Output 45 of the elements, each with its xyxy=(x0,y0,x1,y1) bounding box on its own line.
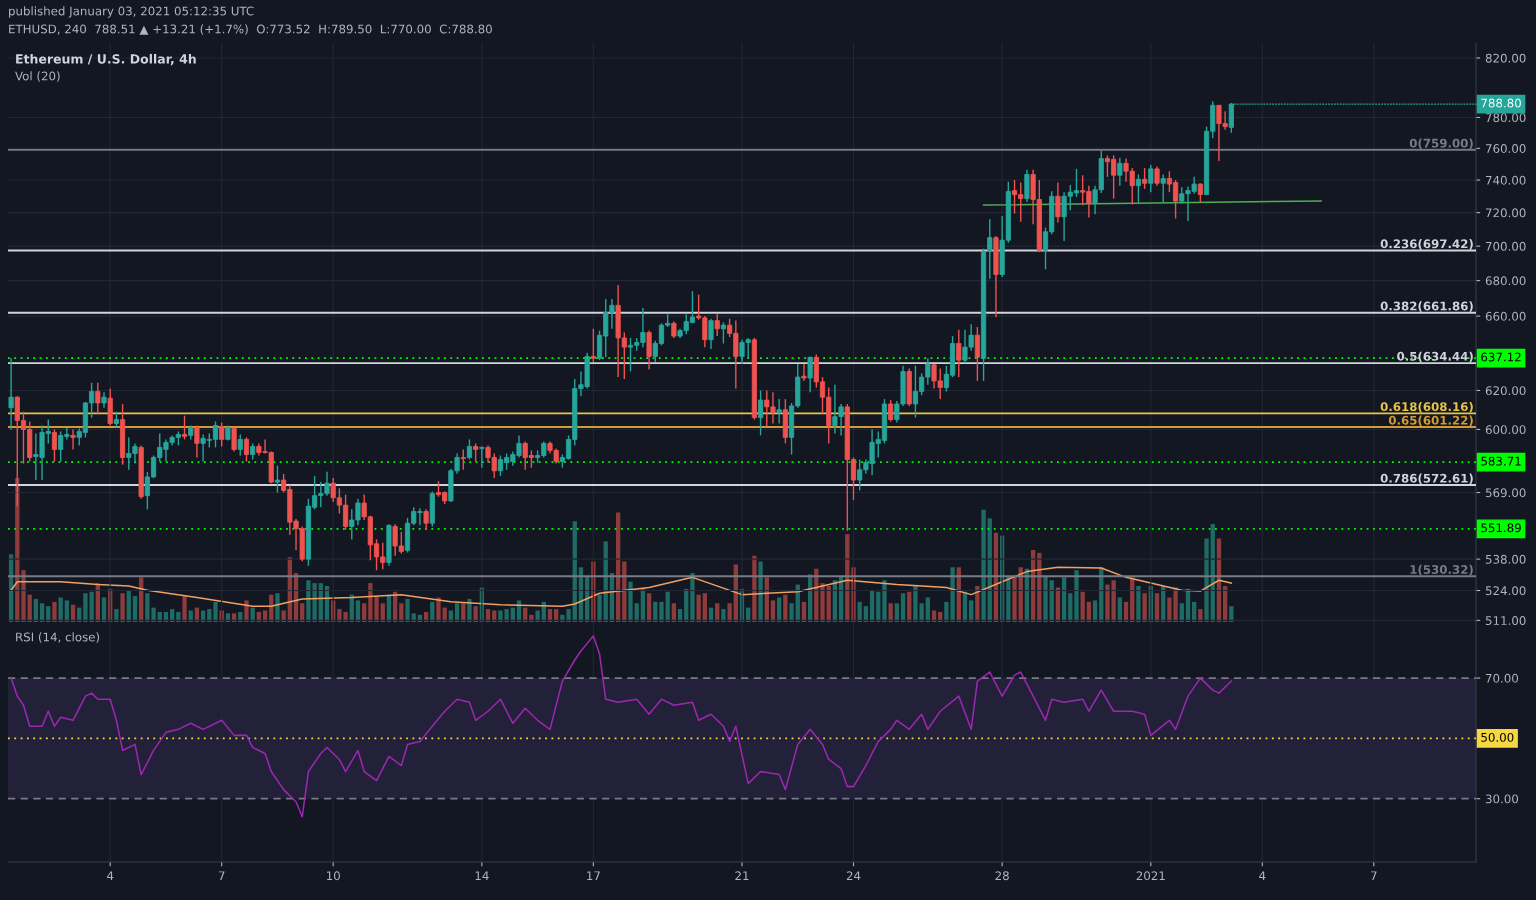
ref-line-label: 0.236(697.42) xyxy=(1380,239,1473,250)
x-tick-label: 10 xyxy=(326,871,340,881)
ref-line-label: 0.786(572.61) xyxy=(1380,473,1473,485)
ref-line-label: 0.5(634.44) xyxy=(1397,351,1473,363)
x-tick-label: 4 xyxy=(1259,871,1266,880)
x-tick-label: 2021 xyxy=(1136,871,1165,881)
y-tick-label: 538.00 xyxy=(1485,554,1526,564)
ref-line-label: 637.12 xyxy=(1481,352,1521,362)
y-tick-label: 620.00 xyxy=(1485,386,1526,396)
ref-line-label: 0(759.00) xyxy=(1409,138,1473,150)
y-tick-label: 700.00 xyxy=(1486,241,1526,251)
text: ETHUSD, 240 788.51 ▲ +13.21 (+1.7%) O:773.52 H:789.50 L:770.00 C:788.80 xyxy=(9,24,492,35)
ref-line-label: 1(530.32) xyxy=(1410,564,1473,576)
y-tick-label: 820.00 xyxy=(1485,53,1526,63)
y-tick-label: 30.00 xyxy=(1485,794,1519,804)
y-tick-label: 569.00 xyxy=(1485,488,1526,498)
y-tick-label: 780.00 xyxy=(1486,113,1526,123)
x-tick-label: 7 xyxy=(218,871,225,880)
y-tick-label: 760.00 xyxy=(1486,144,1526,153)
y-tick-label: 740.00 xyxy=(1486,175,1526,185)
ref-line-label: 50.00 xyxy=(1481,732,1514,742)
x-tick-label: 14 xyxy=(475,871,489,880)
ref-line-label: 0.382(661.86) xyxy=(1380,301,1473,312)
text: RSI (14, close) xyxy=(16,632,100,643)
x-tick-label: 17 xyxy=(587,871,600,880)
annotation: 788.80 xyxy=(1481,98,1521,108)
x-tick-label: 21 xyxy=(735,871,749,880)
ref-line-label: 583.71 xyxy=(1481,456,1521,466)
x-tick-label: 24 xyxy=(846,871,861,880)
x-tick-label: 7 xyxy=(1371,871,1377,880)
text: published January 03, 2021 05:12:35 UTC xyxy=(9,6,254,18)
text: Ethereum / U.S. Dollar, 4h xyxy=(16,53,196,66)
ref-line-label: 0.65(601.22) xyxy=(1388,415,1473,427)
y-tick-label: 70.00 xyxy=(1486,673,1519,683)
ref-line-label: 551.89 xyxy=(1481,523,1521,533)
x-tick-label: 28 xyxy=(995,871,1009,881)
y-tick-label: 660.00 xyxy=(1485,311,1526,321)
ref-line-label: 0.618(608.16) xyxy=(1380,401,1473,413)
y-tick-label: 600.00 xyxy=(1485,425,1526,435)
y-tick-label: 720.00 xyxy=(1486,208,1526,218)
chart-title: Vol (20) xyxy=(15,71,60,82)
y-tick-label: 680.00 xyxy=(1485,276,1526,286)
x-tick-label: 4 xyxy=(107,871,114,880)
y-tick-label: 511.00 xyxy=(1485,616,1526,626)
y-tick-label: 524.00 xyxy=(1485,586,1526,596)
